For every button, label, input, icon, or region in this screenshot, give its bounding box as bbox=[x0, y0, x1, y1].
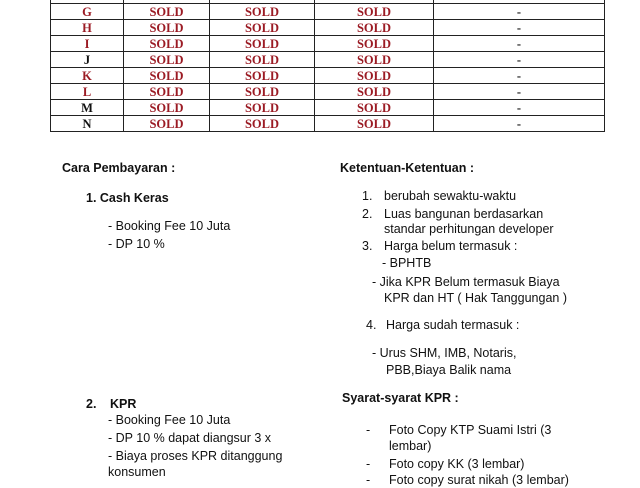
table-row: M SOLD SOLD SOLD - bbox=[50, 99, 605, 116]
status-cell: - bbox=[433, 115, 605, 132]
status-cell: SOLD bbox=[123, 83, 210, 100]
kpr-number: 2. bbox=[86, 397, 97, 411]
kpr-req-title: Syarat-syarat KPR : bbox=[342, 391, 459, 405]
kpr-req-bullet: - bbox=[366, 473, 371, 487]
table-row: K SOLD SOLD SOLD - bbox=[50, 67, 605, 84]
block-label: M bbox=[50, 99, 124, 116]
kpr-item: - Booking Fee 10 Juta bbox=[108, 413, 231, 427]
unit-availability-table: FSOLDSOLDSOLD-GSOLDSOLDSOLD-HSOLDSOLDSOL… bbox=[50, 0, 605, 132]
terms-num: 3. bbox=[362, 239, 373, 253]
kpr-item: - Biaya proses KPR ditanggung bbox=[108, 449, 283, 463]
terms-text: standar perhitungan developer bbox=[384, 222, 554, 236]
status-cell: SOLD bbox=[209, 51, 315, 68]
table-row: G SOLD SOLD SOLD - bbox=[50, 3, 605, 20]
status-cell: - bbox=[433, 35, 605, 52]
terms-text: Luas bangunan berdasarkan bbox=[384, 207, 544, 221]
kpr-req-text: Foto copy surat nikah (3 lembar) bbox=[389, 473, 569, 487]
kpr-item: - DP 10 % dapat diangsur 3 x bbox=[108, 431, 272, 445]
terms-text: berubah sewaktu-waktu bbox=[384, 189, 517, 203]
terms-text: - Urus SHM, IMB, Notaris, bbox=[372, 346, 517, 360]
status-cell: SOLD bbox=[314, 67, 434, 84]
payment-title: Cara Pembayaran : bbox=[62, 161, 176, 175]
status-cell: - bbox=[433, 67, 605, 84]
status-cell: SOLD bbox=[123, 67, 210, 84]
terms-text: PBB,Biaya Balik nama bbox=[386, 363, 512, 377]
status-cell: SOLD bbox=[314, 51, 434, 68]
kpr-req-text: lembar) bbox=[389, 439, 432, 453]
block-label: H bbox=[50, 19, 124, 36]
status-cell: - bbox=[433, 83, 605, 100]
kpr-title: KPR bbox=[110, 397, 137, 411]
terms-text: - Jika KPR Belum termasuk Biaya bbox=[372, 275, 560, 289]
status-cell: SOLD bbox=[209, 19, 315, 36]
status-cell: SOLD bbox=[314, 83, 434, 100]
kpr-req-text: Foto Copy KTP Suami Istri (3 bbox=[389, 423, 552, 437]
block-label: G bbox=[50, 3, 124, 20]
status-cell: SOLD bbox=[209, 3, 315, 20]
table-row: L SOLD SOLD SOLD - bbox=[50, 83, 605, 100]
terms-num: 2. bbox=[362, 207, 373, 221]
block-label: J bbox=[50, 51, 124, 68]
status-cell: SOLD bbox=[123, 99, 210, 116]
status-cell: SOLD bbox=[123, 3, 210, 20]
status-cell: SOLD bbox=[209, 99, 315, 116]
status-cell: SOLD bbox=[123, 115, 210, 132]
block-label: L bbox=[50, 83, 124, 100]
status-cell: SOLD bbox=[314, 19, 434, 36]
terms-text: Harga sudah termasuk : bbox=[386, 318, 520, 332]
status-cell: SOLD bbox=[209, 115, 315, 132]
kpr-req-bullet: - bbox=[366, 457, 371, 471]
terms-num: 4. bbox=[366, 318, 377, 332]
terms-text: KPR dan HT ( Hak Tanggungan ) bbox=[384, 291, 567, 305]
status-cell: SOLD bbox=[209, 67, 315, 84]
status-cell: - bbox=[433, 51, 605, 68]
terms-text: - BPHTB bbox=[382, 256, 432, 270]
status-cell: SOLD bbox=[314, 3, 434, 20]
table-row: J SOLD SOLD SOLD - bbox=[50, 51, 605, 68]
cash-item: - DP 10 % bbox=[108, 237, 165, 251]
status-cell: SOLD bbox=[209, 35, 315, 52]
table-row: H SOLD SOLD SOLD - bbox=[50, 19, 605, 36]
block-label: K bbox=[50, 67, 124, 84]
status-cell: SOLD bbox=[314, 115, 434, 132]
status-cell: SOLD bbox=[123, 19, 210, 36]
status-cell: SOLD bbox=[314, 99, 434, 116]
status-cell: SOLD bbox=[314, 35, 434, 52]
kpr-req-bullet: - bbox=[366, 423, 371, 437]
kpr-item: konsumen bbox=[108, 465, 166, 479]
cash-item: - Booking Fee 10 Juta bbox=[108, 219, 231, 233]
block-label: N bbox=[50, 115, 124, 132]
status-cell: - bbox=[433, 3, 605, 20]
status-cell: SOLD bbox=[123, 51, 210, 68]
terms-text: Harga belum termasuk : bbox=[384, 239, 518, 253]
table-row: N SOLD SOLD SOLD - bbox=[50, 115, 605, 132]
block-label: I bbox=[50, 35, 124, 52]
kpr-req-text: Foto copy KK (3 lembar) bbox=[389, 457, 525, 471]
terms-num: 1. bbox=[362, 189, 373, 203]
cash-title: 1. Cash Keras bbox=[86, 191, 169, 205]
table-row: I SOLD SOLD SOLD - bbox=[50, 35, 605, 52]
status-cell: - bbox=[433, 99, 605, 116]
terms-title: Ketentuan-Ketentuan : bbox=[340, 161, 475, 175]
status-cell: SOLD bbox=[209, 83, 315, 100]
status-cell: - bbox=[433, 19, 605, 36]
status-cell: SOLD bbox=[123, 35, 210, 52]
